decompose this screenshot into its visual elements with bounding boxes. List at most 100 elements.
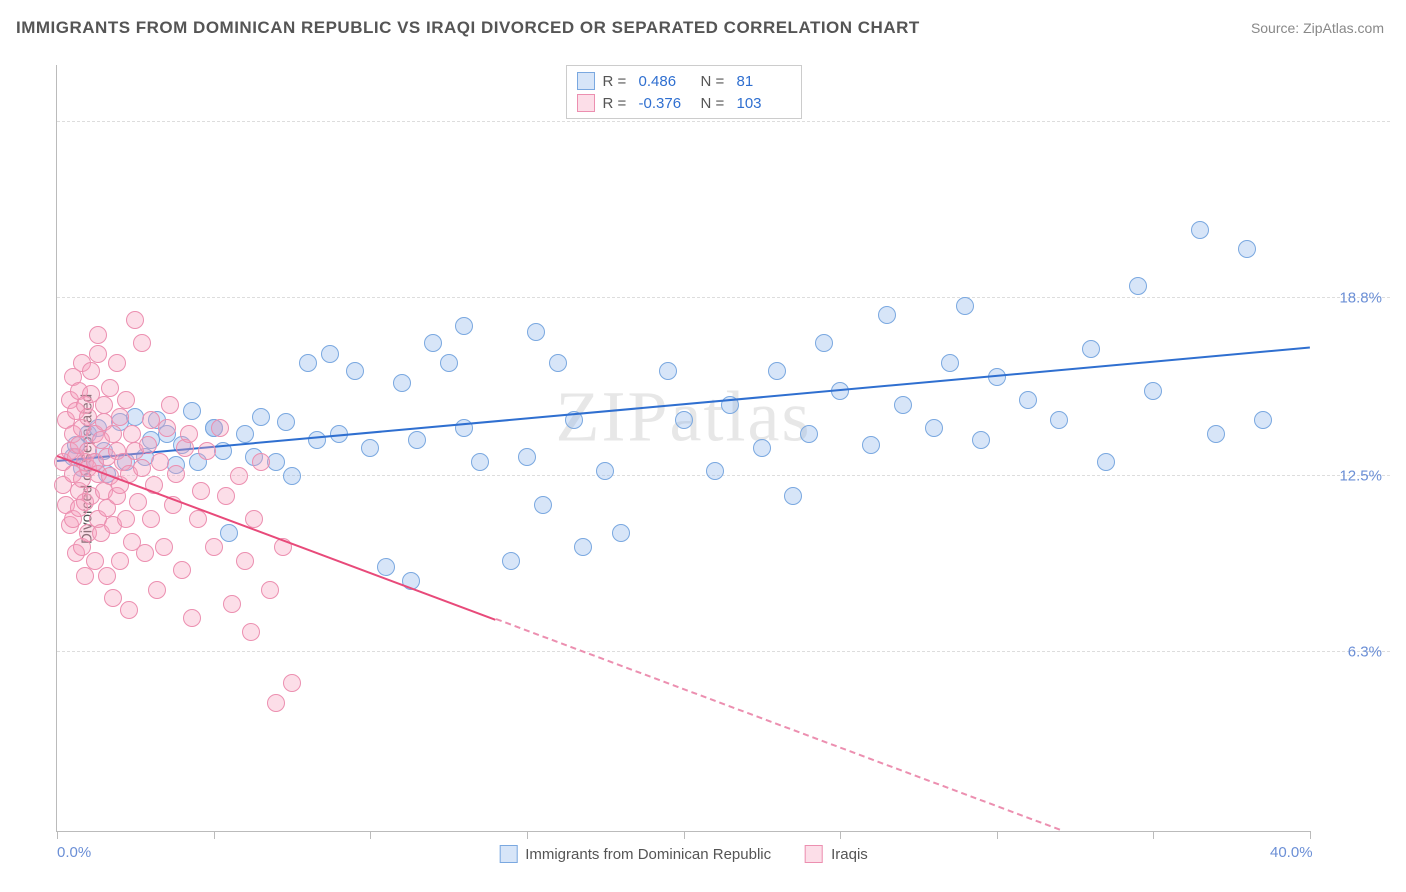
swatch-iraqi [577,94,595,112]
data-point-iraqi [120,601,138,619]
x-tick [684,831,685,839]
data-point-iraqi [230,467,248,485]
data-point-iraqi [261,581,279,599]
data-point-iraqi [136,544,154,562]
gridline [57,121,1390,122]
legend-row-iraqi: R = -0.376 N = 103 [577,92,791,114]
trend-line-dominican [57,347,1310,462]
data-point-dominican [502,552,520,570]
x-tick [1310,831,1311,839]
data-point-iraqi [117,510,135,528]
data-point-dominican [283,467,301,485]
data-point-dominican [1050,411,1068,429]
data-point-dominican [424,334,442,352]
chart-title: IMMIGRANTS FROM DOMINICAN REPUBLIC VS IR… [16,18,920,38]
data-point-iraqi [155,538,173,556]
data-point-iraqi [151,453,169,471]
legend-item-dominican: Immigrants from Dominican Republic [499,845,771,863]
data-point-dominican [549,354,567,372]
data-point-dominican [299,354,317,372]
data-point-dominican [471,453,489,471]
data-point-dominican [862,436,880,454]
gridline [57,297,1390,298]
x-tick [527,831,528,839]
data-point-iraqi [101,379,119,397]
data-point-dominican [1254,411,1272,429]
x-tick-label: 40.0% [1270,844,1313,861]
data-point-iraqi [211,419,229,437]
stat-n-value-iraqi: 103 [737,95,791,112]
data-point-iraqi [173,561,191,579]
stat-r-label: R = [603,95,631,112]
x-tick [370,831,371,839]
data-point-iraqi [189,510,207,528]
data-point-dominican [753,439,771,457]
data-point-dominican [596,462,614,480]
stat-n-label: N = [701,73,729,90]
data-point-dominican [706,462,724,480]
data-point-iraqi [133,459,151,477]
data-point-iraqi [126,311,144,329]
data-point-iraqi [192,482,210,500]
data-point-iraqi [111,552,129,570]
data-point-iraqi [89,326,107,344]
legend-row-dominican: R = 0.486 N = 81 [577,70,791,92]
data-point-dominican [236,425,254,443]
legend-label-dominican: Immigrants from Dominican Republic [525,846,771,863]
swatch-dominican-icon [499,845,517,863]
x-tick [997,831,998,839]
correlation-legend: R = 0.486 N = 81 R = -0.376 N = 103 [566,65,802,119]
y-tick-label: 12.5% [1339,468,1382,485]
data-point-iraqi [142,510,160,528]
data-point-dominican [1019,391,1037,409]
data-point-iraqi [98,567,116,585]
gridline [57,475,1390,476]
data-point-dominican [1238,240,1256,258]
data-point-iraqi [104,589,122,607]
y-tick-label: 18.8% [1339,289,1382,306]
data-point-dominican [1144,382,1162,400]
gridline [57,651,1390,652]
data-point-iraqi [89,345,107,363]
data-point-dominican [784,487,802,505]
data-point-dominican [956,297,974,315]
data-point-dominican [277,413,295,431]
source-attribution: Source: ZipAtlas.com [1251,20,1384,36]
chart-container: Divorced or Separated ZIPatlas R = 0.486… [16,55,1390,882]
data-point-dominican [941,354,959,372]
data-point-iraqi [117,391,135,409]
data-point-dominican [1191,221,1209,239]
y-tick-label: 6.3% [1348,644,1382,661]
data-point-dominican [346,362,364,380]
data-point-dominican [440,354,458,372]
data-point-iraqi [167,465,185,483]
data-point-dominican [878,306,896,324]
data-point-dominican [675,411,693,429]
data-point-iraqi [180,425,198,443]
data-point-iraqi [139,436,157,454]
data-point-iraqi [95,396,113,414]
legend-item-iraqi: Iraqis [805,845,868,863]
data-point-dominican [574,538,592,556]
data-point-dominican [183,402,201,420]
data-point-dominican [925,419,943,437]
data-point-dominican [659,362,677,380]
x-tick [214,831,215,839]
data-point-iraqi [245,510,263,528]
data-point-iraqi [267,694,285,712]
stat-n-label: N = [701,95,729,112]
data-point-iraqi [242,623,260,641]
data-point-dominican [972,431,990,449]
data-point-dominican [534,496,552,514]
legend-label-iraqi: Iraqis [831,846,868,863]
data-point-iraqi [217,487,235,505]
data-point-dominican [220,524,238,542]
data-point-dominican [1129,277,1147,295]
data-point-iraqi [129,493,147,511]
stat-r-value-iraqi: -0.376 [639,95,693,112]
data-point-dominican [1207,425,1225,443]
x-tick [1153,831,1154,839]
x-tick [57,831,58,839]
swatch-iraqi-icon [805,845,823,863]
data-point-dominican [894,396,912,414]
